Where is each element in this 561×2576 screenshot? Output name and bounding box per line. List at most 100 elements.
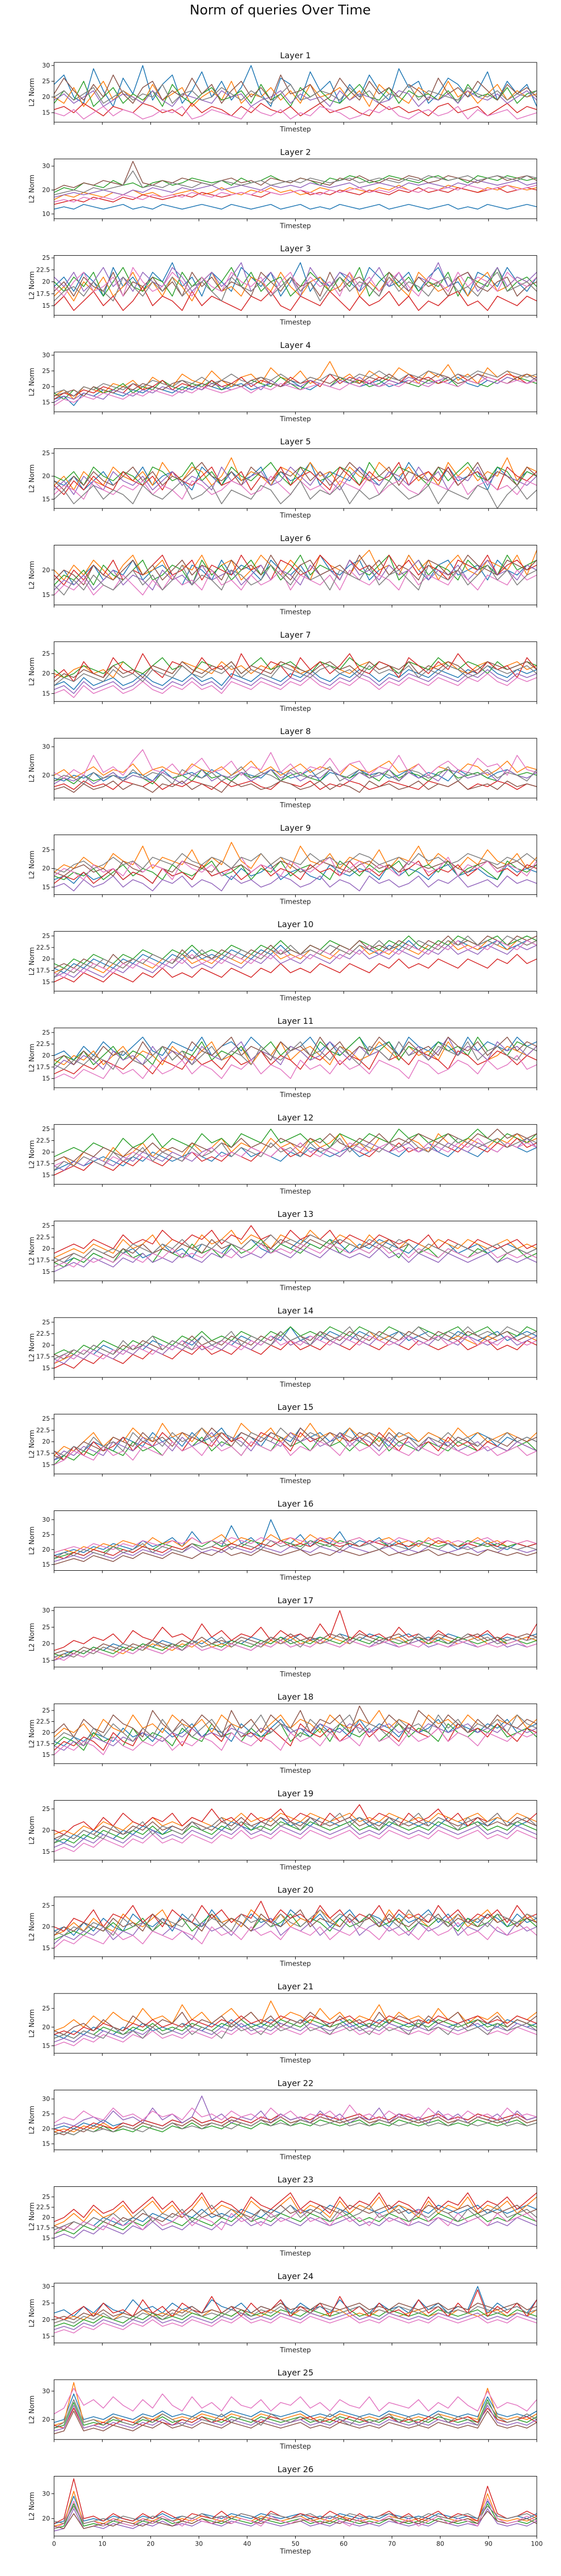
y-tick-label: 17.5 xyxy=(36,1063,50,1071)
y-axis-label: L2 Norm xyxy=(28,1237,36,1265)
series-line xyxy=(54,90,537,107)
series-line xyxy=(54,480,537,509)
y-tick-label: 20 xyxy=(42,1640,50,1648)
y-tick-label: 22.5 xyxy=(36,2204,50,2211)
x-axis-label: Timestep xyxy=(280,609,311,617)
y-tick-label: 25 xyxy=(42,650,50,657)
series-line xyxy=(54,1055,537,1079)
y-tick-label: 25 xyxy=(42,1805,50,1813)
series-line xyxy=(54,2387,537,2415)
y-tick-label: 20 xyxy=(42,383,50,390)
series-line xyxy=(54,272,537,302)
series-line xyxy=(54,1340,537,1369)
series-line xyxy=(54,204,537,210)
series-line xyxy=(54,2393,537,2423)
panel-title: Layer 14 xyxy=(277,1306,313,1316)
x-tick-label: 100 xyxy=(531,2540,543,2548)
series-line xyxy=(54,875,537,891)
series-line xyxy=(54,376,537,406)
series-line xyxy=(54,1633,537,1658)
y-tick-label: 15 xyxy=(42,2042,50,2050)
y-axis-label: L2 Norm xyxy=(28,2299,36,2327)
series-line xyxy=(54,669,537,694)
series-line xyxy=(54,185,537,203)
series-line xyxy=(54,2204,537,2231)
y-axis-label: L2 Norm xyxy=(28,561,36,589)
x-axis-label: Timestep xyxy=(280,319,311,327)
series-line xyxy=(54,2204,537,2231)
x-axis-label: Timestep xyxy=(280,1477,311,1485)
panel-title: Layer 21 xyxy=(277,1982,313,1991)
series-line xyxy=(54,2498,537,2529)
y-tick-label: 15 xyxy=(42,302,50,309)
series-line xyxy=(54,935,537,969)
series-line xyxy=(54,864,537,884)
panel-title: Layer 17 xyxy=(277,1596,313,1605)
y-tick-label: 17.5 xyxy=(36,290,50,297)
series-line xyxy=(54,780,537,790)
series-line xyxy=(54,1335,537,1364)
plot-frame xyxy=(54,1703,537,1764)
y-tick-label: 15 xyxy=(42,1848,50,1855)
panel-title: Layer 19 xyxy=(277,1788,313,1798)
series-line xyxy=(54,1041,537,1066)
y-tick-label: 15 xyxy=(42,1561,50,1568)
x-tick-label: 50 xyxy=(292,2540,299,2548)
layer-panel: Layer 1 15 20 25 30 Timestep L2 Norm xyxy=(28,51,537,134)
figure-title: Norm of queries Over Time xyxy=(190,3,371,18)
y-axis-label: L2 Norm xyxy=(28,2009,36,2037)
y-tick-label: 22.5 xyxy=(36,1040,50,1048)
series-line xyxy=(54,1437,537,1465)
y-tick-label: 30 xyxy=(42,2490,50,2497)
x-axis-label: Timestep xyxy=(280,995,311,1003)
series-line xyxy=(54,555,537,586)
series-line xyxy=(54,769,537,785)
panel-title: Layer 16 xyxy=(277,1499,313,1509)
y-tick-label: 25 xyxy=(42,1222,50,1229)
panel-title: Layer 20 xyxy=(277,1885,313,1895)
series-line xyxy=(54,2382,537,2426)
series-line xyxy=(54,1540,537,1559)
y-tick-label: 22.5 xyxy=(36,1234,50,1241)
series-line xyxy=(54,2478,537,2524)
series-line xyxy=(54,2119,537,2136)
x-axis-label: Timestep xyxy=(280,1671,311,1678)
series-line xyxy=(54,550,537,580)
series-line xyxy=(54,1534,537,1553)
y-tick-label: 25 xyxy=(42,1125,50,1133)
y-tick-label: 20 xyxy=(42,2515,50,2522)
series-line xyxy=(54,2104,537,2123)
layer-panel: Layer 6 15 20 Timestep L2 Norm xyxy=(28,534,537,617)
x-axis-label: Timestep xyxy=(280,1381,311,1389)
series-line xyxy=(54,1128,537,1157)
series-line xyxy=(54,2012,537,2035)
y-tick-label: 20 xyxy=(42,187,50,194)
x-tick-label: 60 xyxy=(340,2540,348,2548)
y-tick-label: 15 xyxy=(42,1461,50,1468)
panel-title: Layer 5 xyxy=(280,437,311,446)
series-line xyxy=(54,1909,537,1936)
layer-panel: Layer 20 15 20 25 Timestep L2 Norm xyxy=(28,1885,537,1968)
series-line xyxy=(54,555,537,586)
y-axis-label: L2 Norm xyxy=(28,1140,36,1169)
y-tick-label: 17.5 xyxy=(36,1740,50,1747)
series-line xyxy=(54,1138,537,1176)
y-tick-label: 20 xyxy=(42,955,50,962)
series-line xyxy=(54,1427,537,1456)
y-tick-label: 15 xyxy=(42,884,50,891)
y-tick-label: 15 xyxy=(42,109,50,117)
series-line xyxy=(54,2313,537,2330)
x-axis-label: Timestep xyxy=(280,222,311,230)
y-axis-label: L2 Norm xyxy=(28,851,36,879)
y-tick-label: 17.5 xyxy=(36,1160,50,1167)
y-tick-label: 25 xyxy=(42,2300,50,2307)
series-line xyxy=(54,2192,537,2222)
y-axis-label: L2 Norm xyxy=(28,78,36,106)
y-axis-label: L2 Norm xyxy=(28,1333,36,1361)
series-line xyxy=(54,1813,537,1843)
y-tick-label: 15 xyxy=(42,1657,50,1664)
panel-title: Layer 1 xyxy=(280,51,311,60)
series-line xyxy=(54,940,537,978)
series-line xyxy=(54,2026,537,2047)
y-tick-label: 15 xyxy=(42,1365,50,1372)
